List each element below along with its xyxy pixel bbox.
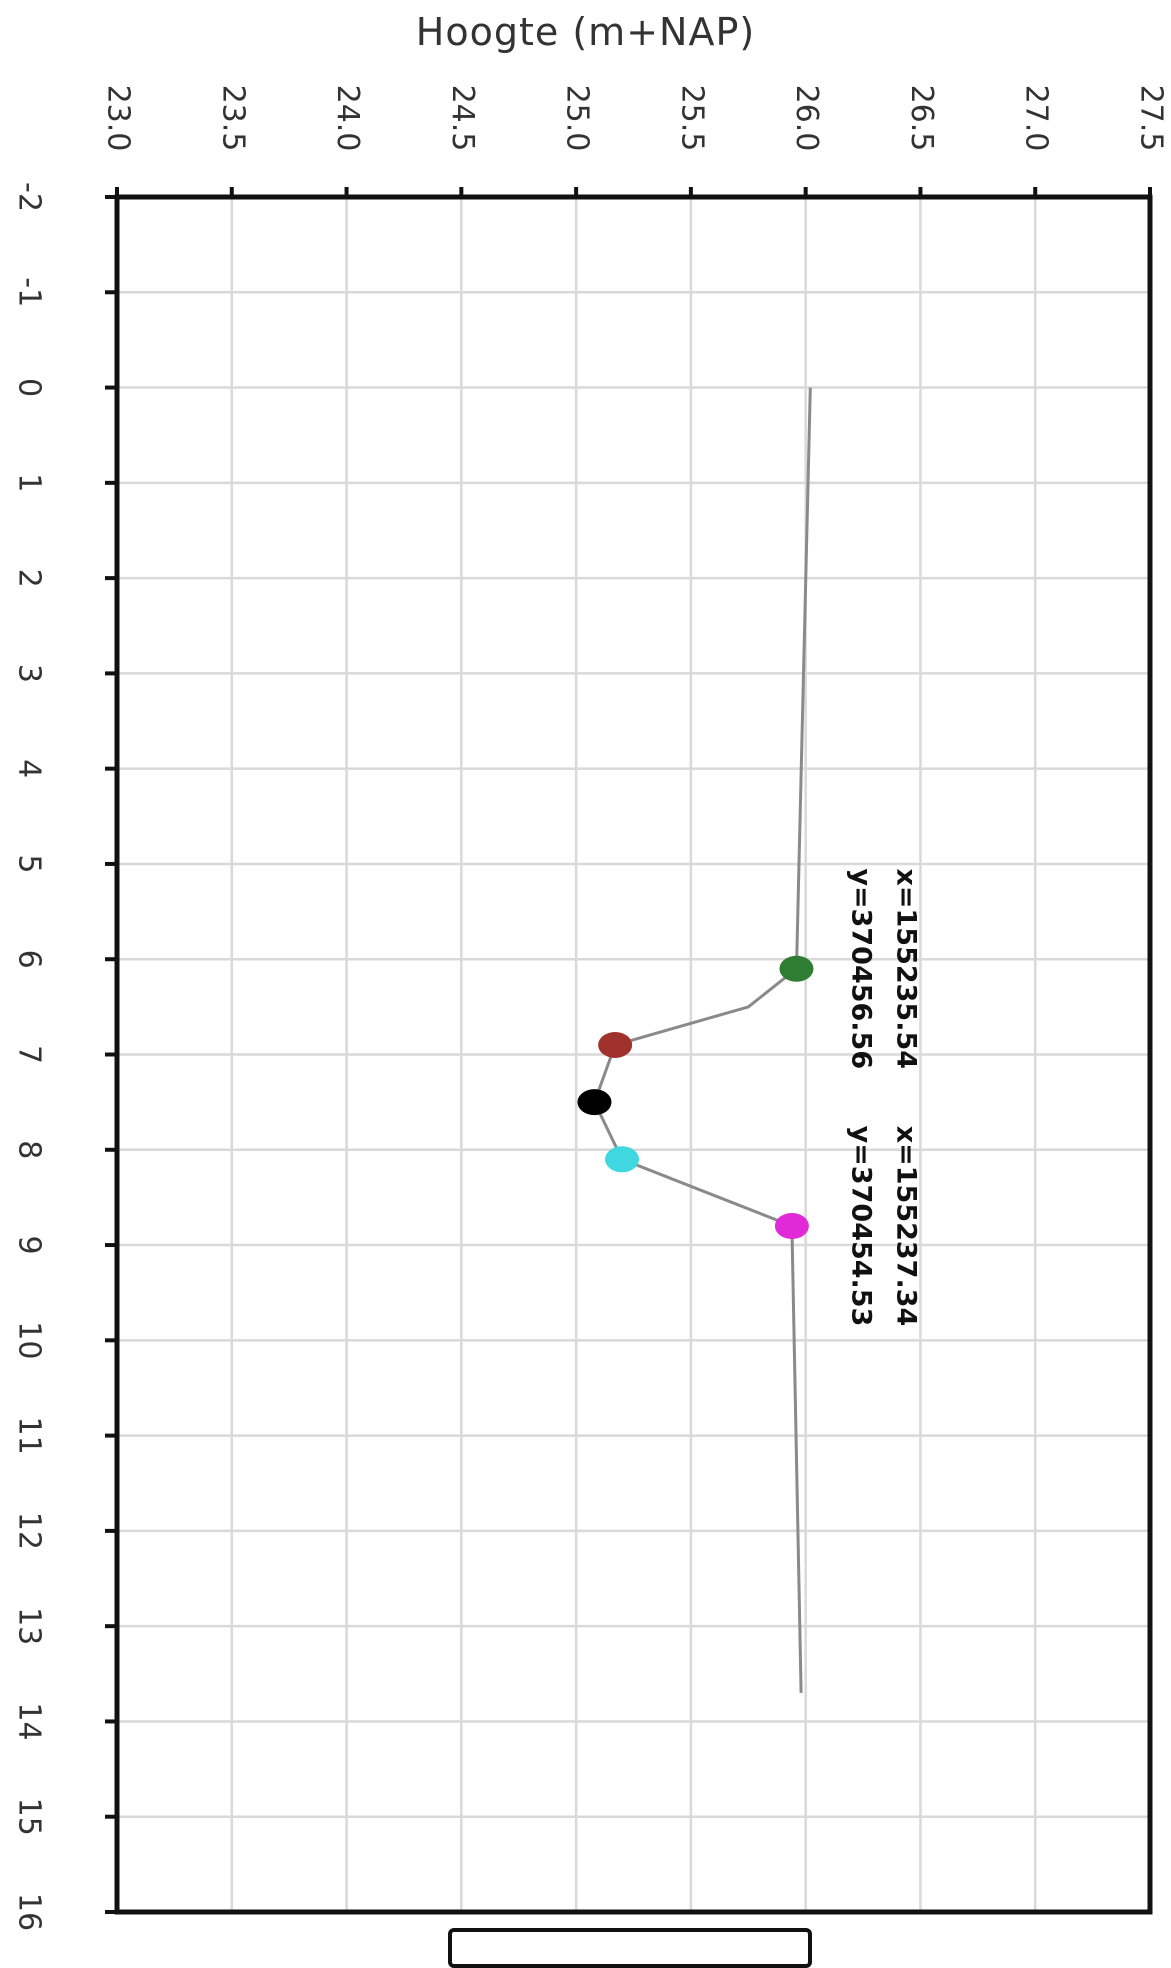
data-point-marker — [577, 1089, 612, 1116]
data-point-marker — [605, 1146, 640, 1173]
tick-label-distance: 7 — [12, 1045, 47, 1064]
chart-ticks: 23.0 23.5 24.0 24.5 25.0 25.5 26.0 26.5 27.0 27.5… — [12, 85, 1169, 1931]
tick-label-height: 26.0 — [789, 85, 824, 152]
tick-label-distance: 13 — [12, 1607, 47, 1645]
data-point-marker — [598, 1031, 633, 1058]
tick-label-distance: 8 — [12, 1140, 47, 1159]
tick-label-distance: 15 — [12, 1798, 47, 1836]
tick-label-distance: 9 — [12, 1236, 47, 1255]
tick-label-distance: 1 — [12, 473, 47, 492]
tick-label-distance: 11 — [12, 1417, 47, 1455]
tick-label-height: 23.0 — [101, 85, 136, 152]
tick-label-distance: 5 — [12, 854, 47, 873]
tick-label-distance: 16 — [12, 1893, 47, 1931]
tick-label-distance: 2 — [12, 569, 47, 588]
tick-label-height: 25.0 — [560, 85, 595, 152]
tick-label-distance: 10 — [12, 1321, 47, 1359]
tick-label-distance: 3 — [12, 664, 47, 683]
tick-label-distance: 4 — [12, 759, 47, 778]
tick-label-distance: 12 — [12, 1512, 47, 1550]
legend-box — [448, 1928, 812, 1968]
y-axis-label: Hoogte (m+NAP) — [415, 10, 756, 54]
tick-label-height: 25.5 — [674, 85, 709, 152]
tick-label-distance: -2 — [12, 182, 47, 212]
chart-grid — [115, 195, 1152, 1914]
chart-markers — [577, 955, 814, 1239]
coordinate-annotation: x=155237.34 — [891, 1126, 922, 1327]
data-point-marker — [779, 955, 814, 982]
tick-label-distance: 14 — [12, 1702, 47, 1740]
tick-label-height: 27.0 — [1019, 85, 1054, 152]
data-point-marker — [774, 1213, 809, 1239]
tick-label-height: 27.5 — [1134, 85, 1169, 152]
tick-label-distance: -1 — [12, 277, 47, 307]
coordinate-annotation: x=155235.54 — [891, 868, 922, 1069]
tick-label-height: 23.5 — [215, 85, 250, 152]
coordinate-annotation: y=370454.53 — [846, 1126, 877, 1327]
tick-label-height: 24.0 — [330, 85, 365, 152]
tick-label-height: 24.5 — [445, 85, 480, 152]
tick-label-height: 26.5 — [904, 85, 939, 152]
coordinate-annotation: y=370456.56 — [846, 868, 877, 1069]
chart-annotations: x=155235.54 y=370456.56 x=155237.34 y=37045… — [846, 868, 922, 1326]
tick-label-distance: 6 — [12, 950, 47, 969]
tick-label-distance: 0 — [12, 378, 47, 397]
